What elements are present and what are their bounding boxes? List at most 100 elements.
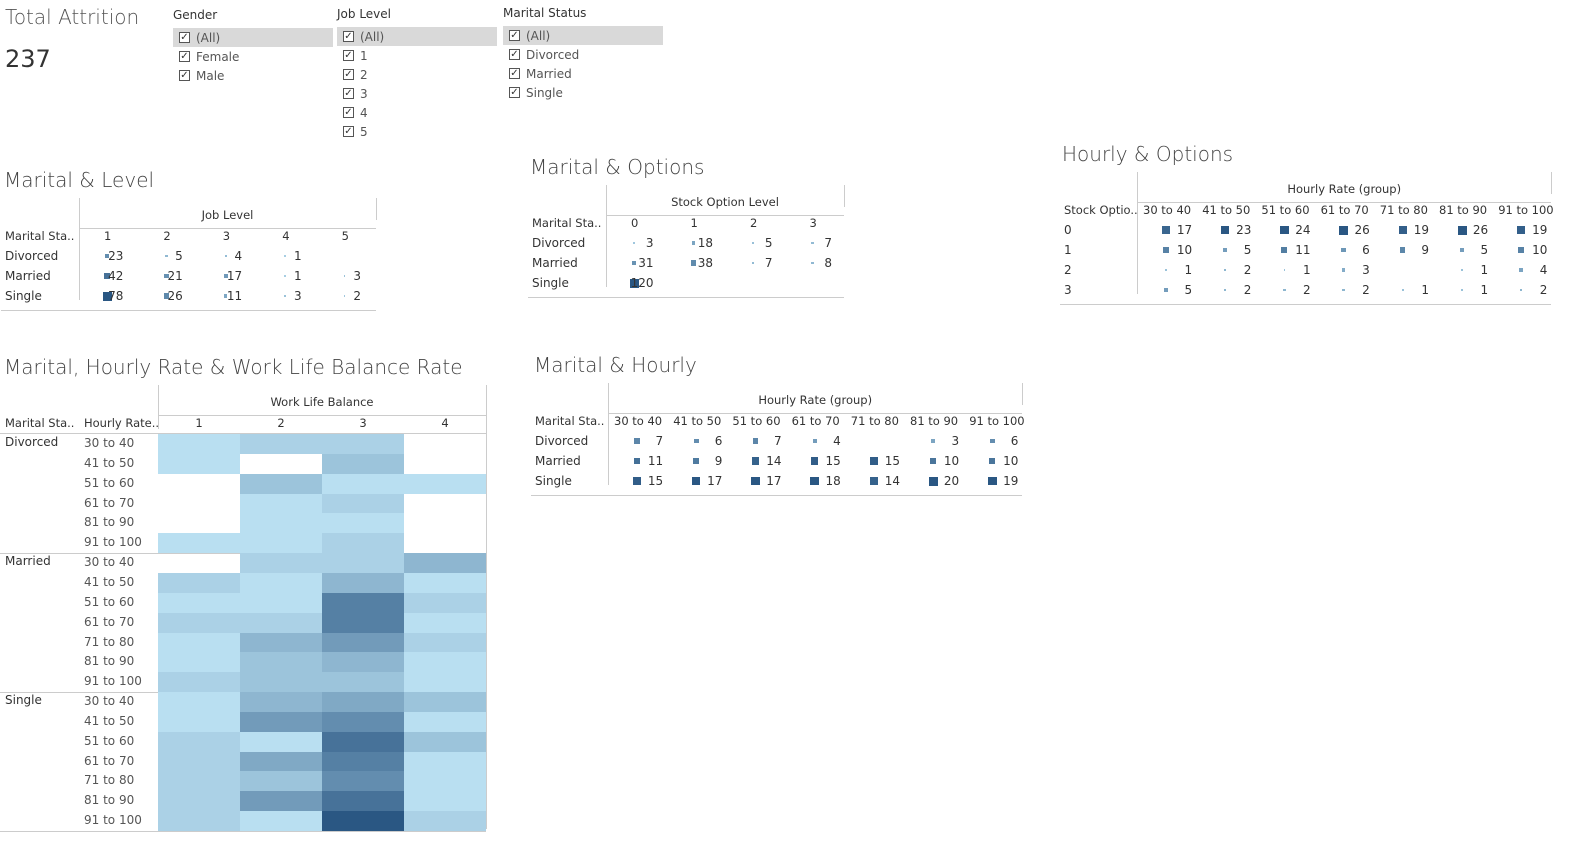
filter-item-job_level[interactable]: ✓ 5 (337, 122, 497, 141)
checkbox-checked-icon[interactable]: ✓ (509, 49, 520, 60)
data-mark (870, 477, 878, 485)
data-mark (1163, 247, 1169, 253)
sheet-title: Marital & Level (4, 168, 155, 192)
data-label: 18 (697, 236, 713, 250)
data-mark (1220, 225, 1230, 235)
heatmap-cell (404, 791, 486, 812)
checkbox-checked-icon[interactable]: ✓ (343, 69, 354, 80)
data-label: 5 (175, 249, 183, 263)
heatmap-cell (404, 632, 486, 653)
row-header-title: Marital Sta.. (5, 416, 75, 430)
heatmap-cell (240, 473, 322, 494)
data-mark (931, 439, 935, 443)
heatmap-cell (322, 811, 404, 832)
data-mark (284, 255, 286, 257)
data-label: 7 (824, 236, 832, 250)
data-label: 10 (943, 454, 960, 468)
row-label: 1 (1064, 243, 1072, 257)
row-label: 81 to 90 (84, 654, 135, 669)
heatmap-cell (404, 473, 486, 494)
heatmap-cell (404, 751, 486, 772)
group-label: Married (5, 554, 51, 569)
heatmap-cell (404, 731, 486, 752)
heatmap-cell (322, 513, 404, 534)
data-mark (752, 242, 754, 244)
heatmap-cell (404, 592, 486, 613)
data-mark (1339, 225, 1349, 235)
row-label: 30 to 40 (84, 555, 135, 570)
heatmap-cell (322, 751, 404, 772)
data-label: 10 (1176, 243, 1193, 257)
checkbox-checked-icon[interactable]: ✓ (179, 70, 190, 81)
heatmap-cell (158, 612, 240, 633)
header-divider (1022, 383, 1024, 405)
data-mark (104, 253, 110, 259)
filter-item-gender[interactable]: ✓ Male (173, 66, 333, 85)
filter-item-marital[interactable]: ✓ (All) (503, 26, 663, 45)
column-label: 71 to 80 (850, 414, 899, 428)
data-label: 1 (1480, 263, 1489, 277)
filter-item-marital[interactable]: ✓ Married (503, 64, 663, 83)
data-mark (811, 241, 814, 245)
checkbox-checked-icon[interactable]: ✓ (343, 31, 354, 42)
checkbox-checked-icon[interactable]: ✓ (509, 87, 520, 98)
data-label: 3 (951, 434, 960, 448)
data-mark (1223, 288, 1227, 292)
filter-item-label: (All) (526, 28, 551, 43)
row-label: 51 to 60 (84, 594, 135, 609)
data-mark (1165, 269, 1167, 271)
heatmap-cell (322, 533, 404, 554)
filter-item-job_level[interactable]: ✓ 2 (337, 65, 497, 84)
data-label: 5 (764, 236, 773, 250)
heatmap-cell (240, 731, 322, 752)
data-mark (1162, 226, 1170, 234)
column-label: 2 (163, 229, 171, 243)
checkbox-checked-icon[interactable]: ✓ (343, 50, 354, 61)
filter-item-marital[interactable]: ✓ Divorced (503, 45, 663, 64)
data-label: 17 (707, 474, 723, 488)
heatmap-cell (158, 632, 240, 653)
checkbox-checked-icon[interactable]: ✓ (343, 88, 354, 99)
heatmap-cell (322, 692, 404, 713)
checkbox-checked-icon[interactable]: ✓ (179, 51, 190, 62)
data-mark (752, 438, 759, 444)
checkbox-checked-icon[interactable]: ✓ (343, 126, 354, 137)
data-mark (164, 273, 169, 279)
marital-filter: Marital Status ✓ (All) ✓ Divorced ✓ Married ✓ S… (503, 6, 663, 102)
column-label: 51 to 60 (732, 414, 781, 428)
heatmap-cell (240, 632, 322, 653)
data-label: 7 (773, 434, 782, 448)
filter-item-gender[interactable]: ✓ Female (173, 47, 333, 66)
header-divider (0, 433, 486, 434)
filter-item-marital[interactable]: ✓ Single (503, 83, 663, 102)
filter-item-job_level[interactable]: ✓ (All) (337, 27, 497, 46)
filter-item-gender[interactable]: ✓ (All) (173, 28, 333, 47)
data-mark (629, 278, 639, 288)
heatmap-cell (322, 493, 404, 514)
data-mark (631, 260, 637, 266)
data-label: 6 (1010, 434, 1019, 448)
data-label: 23 (1236, 223, 1252, 237)
column-label: 81 to 90 (910, 414, 959, 428)
column-label: 5 (341, 229, 349, 243)
checkbox-checked-icon[interactable]: ✓ (179, 32, 190, 43)
data-label: 2 (1243, 263, 1252, 277)
checkbox-checked-icon[interactable]: ✓ (509, 68, 520, 79)
group-label: Divorced (5, 435, 59, 449)
data-mark (284, 275, 286, 277)
filter-item-job_level[interactable]: ✓ 1 (337, 46, 497, 65)
heatmap-cell (240, 434, 322, 455)
heatmap-cell (158, 811, 240, 832)
checkbox-checked-icon[interactable]: ✓ (343, 107, 354, 118)
data-mark (1341, 247, 1346, 253)
heatmap-cell (158, 731, 240, 752)
checkbox-checked-icon[interactable]: ✓ (509, 30, 520, 41)
heatmap-cell (322, 434, 404, 455)
data-mark (1461, 289, 1463, 291)
column-label: 4 (441, 416, 449, 430)
data-label: 2 (1302, 283, 1311, 297)
filter-item-job_level[interactable]: ✓ 3 (337, 84, 497, 103)
filter-item-job_level[interactable]: ✓ 4 (337, 103, 497, 122)
data-mark (989, 438, 995, 444)
data-mark (693, 458, 700, 464)
